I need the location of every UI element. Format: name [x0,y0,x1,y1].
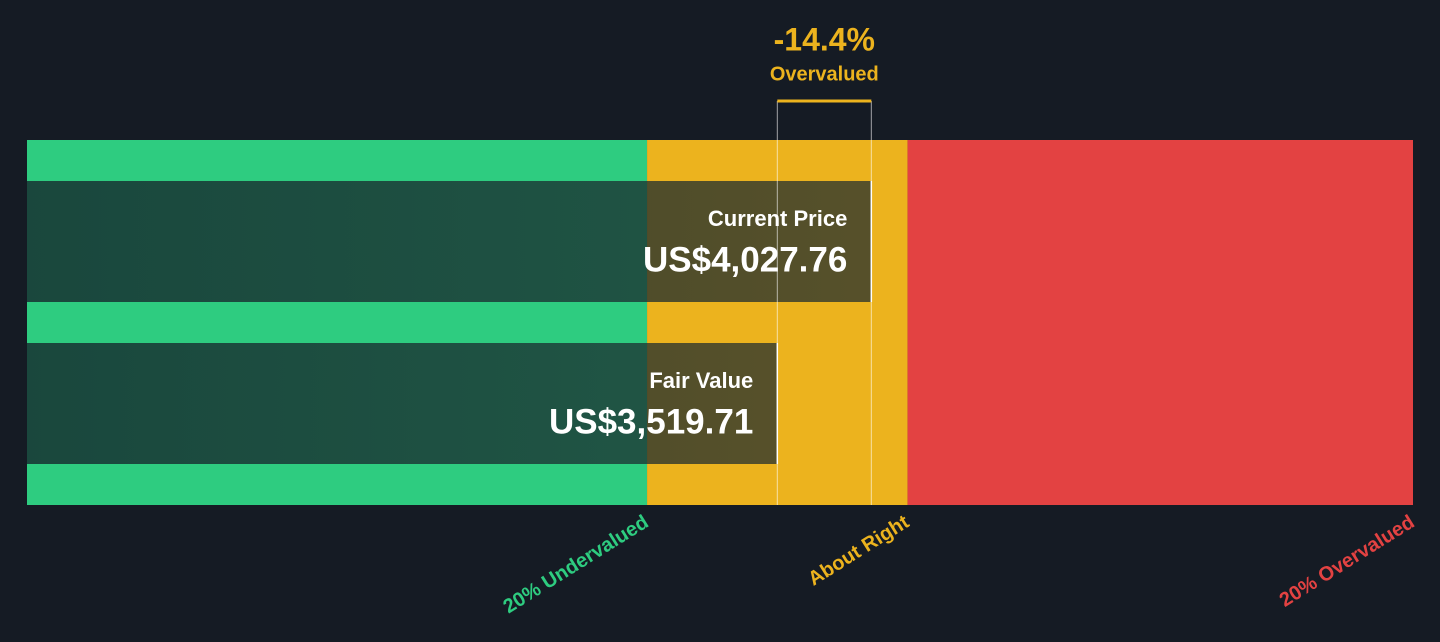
value-bar [27,343,778,464]
bar-value: US$4,027.76 [643,240,847,279]
difference-text: Overvalued [770,63,879,85]
difference-value: -14.4% [774,21,875,57]
zone [907,140,1413,505]
bar-title: Fair Value [649,368,753,393]
value-bar [27,181,872,302]
bar-value: US$3,519.71 [549,402,753,441]
